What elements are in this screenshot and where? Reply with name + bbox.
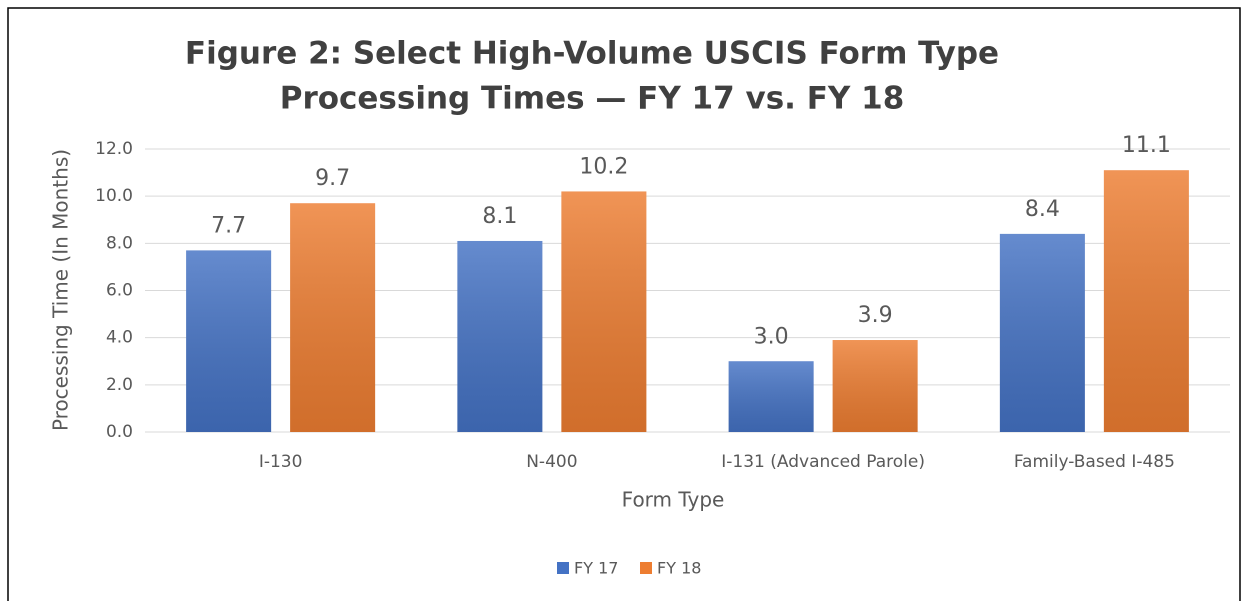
bar-shade [1103,170,1189,432]
x-tick-label: N-400 [526,452,577,472]
legend-label: FY 17 [574,559,618,578]
y-tick-label: 10.0 [95,186,133,206]
data-label: 8.1 [482,204,517,229]
x-tick-label: I-130 [259,452,303,472]
x-axis-title: Form Type [622,488,725,512]
data-label: 3.0 [754,324,789,349]
data-label: 10.2 [579,154,628,179]
data-label: 9.7 [315,166,350,191]
bar-shade [728,361,814,432]
y-tick-label: 0.0 [106,422,133,442]
bar-shade [999,233,1085,432]
bar-shade [832,340,918,432]
y-tick-label: 2.0 [106,375,133,395]
y-tick-label: 4.0 [106,328,133,348]
y-tick-label: 8.0 [106,233,133,253]
data-label: 3.9 [858,303,893,328]
y-tick-label: 6.0 [106,281,133,301]
legend-label: FY 18 [657,559,701,578]
legend-swatch [557,562,569,574]
frame [7,7,1241,601]
bar-shade [290,203,376,432]
data-label: 8.4 [1025,197,1060,222]
legend-swatch [640,562,652,574]
data-label: 7.7 [211,213,246,238]
x-tick-label: I-131 (Advanced Parole) [721,452,925,472]
y-axis-title: Processing Time (In Months) [49,149,73,431]
chart-title: Figure 2: Select High-Volume USCIS Form … [185,36,999,72]
x-tick-label: Family-Based I-485 [1014,452,1175,472]
data-label: 11.1 [1122,133,1171,158]
bar-shade [457,240,543,432]
bar-shade [186,250,272,432]
y-tick-label: 12.0 [95,139,133,159]
bar-shade [561,191,647,432]
chart-title: Processing Times — FY 17 vs. FY 18 [280,81,905,117]
